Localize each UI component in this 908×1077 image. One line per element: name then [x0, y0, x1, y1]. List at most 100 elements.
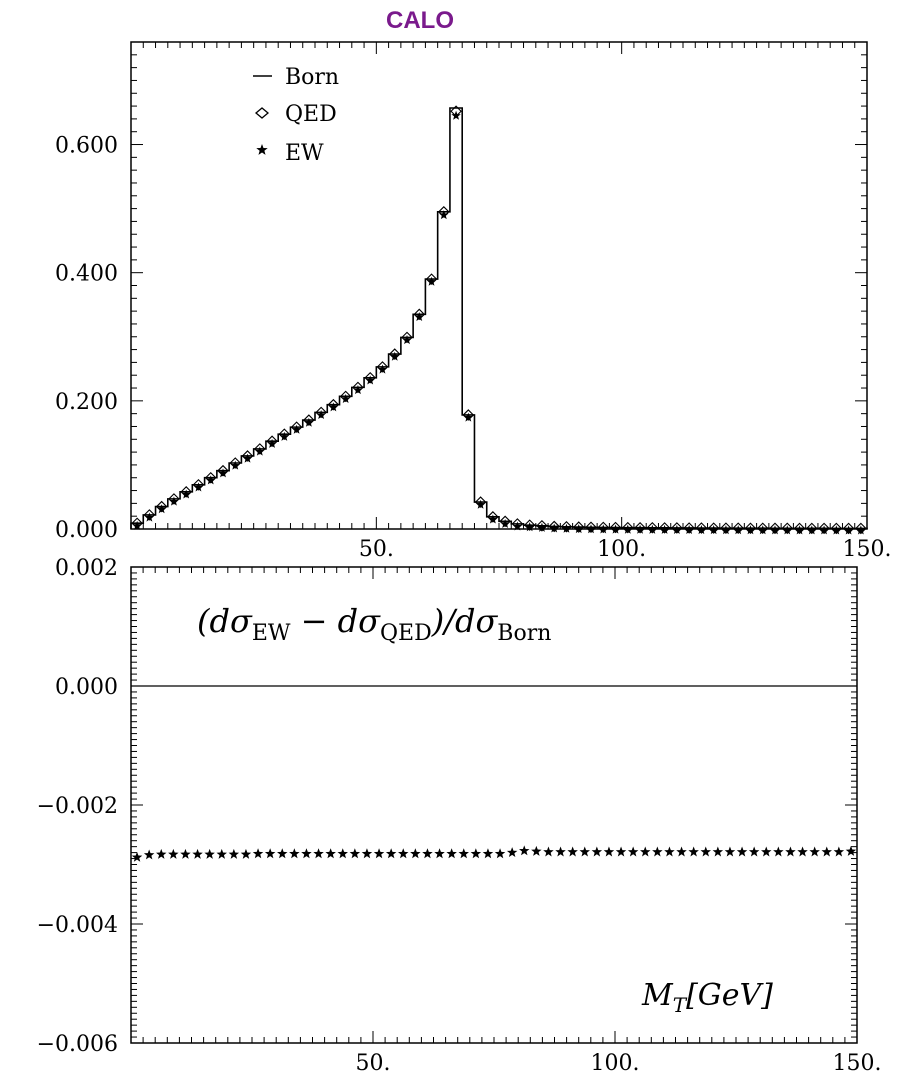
- ew-marker: [537, 522, 547, 532]
- ew-marker: [255, 446, 265, 456]
- top-x-tick-label: 150.: [843, 537, 892, 562]
- ew-marker: [156, 504, 167, 514]
- ratio-star-marker: [809, 846, 820, 857]
- ew-marker: [389, 351, 400, 361]
- ratio-star-marker: [301, 848, 312, 859]
- ratio-star-marker: [833, 846, 845, 857]
- ratio-star-marker: [797, 846, 808, 857]
- ratio-star-marker: [216, 848, 227, 859]
- ratio-star-marker: [736, 846, 748, 857]
- top-markers: [131, 105, 867, 535]
- ew-marker: [696, 525, 707, 535]
- ew-marker: [549, 523, 559, 533]
- ew-marker: [819, 525, 829, 535]
- ew-marker: [439, 210, 449, 220]
- ratio-star-marker: [724, 846, 736, 857]
- legend-qed-label: QED: [285, 102, 337, 127]
- ew-marker: [856, 525, 866, 535]
- ratio-star-marker: [773, 846, 784, 857]
- ew-marker: [181, 489, 191, 499]
- ew-marker: [426, 276, 437, 286]
- ew-marker: [733, 525, 743, 535]
- ratio-star-marker: [785, 846, 796, 857]
- ew-marker: [132, 520, 142, 530]
- legend-born-label: Born: [285, 65, 339, 90]
- ratio-star-marker: [845, 845, 857, 856]
- ratio-star-marker: [458, 848, 469, 859]
- ratio-star-marker: [700, 846, 711, 857]
- ratio-star-marker: [143, 849, 155, 860]
- legend: Born QED EW: [253, 65, 339, 166]
- ratio-star-marker: [579, 846, 590, 857]
- ew-marker: [745, 525, 756, 535]
- ew-marker: [672, 524, 682, 534]
- ratio-star-marker: [131, 851, 143, 862]
- ew-marker: [782, 525, 793, 535]
- ew-marker: [218, 468, 228, 478]
- ew-marker: [757, 525, 768, 535]
- ratio-star-marker: [506, 847, 518, 858]
- legend-qed-diamond-icon: [254, 107, 270, 119]
- ratio-star-marker: [398, 848, 409, 859]
- series-born-histogram: [130, 107, 868, 530]
- ew-marker: [623, 524, 633, 534]
- ratio-star-marker: [313, 848, 324, 859]
- ew-marker: [831, 525, 842, 535]
- legend-ew-star-icon: [256, 144, 268, 155]
- ratio-star-marker: [664, 846, 675, 857]
- figure-title: CALO: [386, 7, 454, 34]
- ew-marker: [353, 385, 363, 395]
- ratio-star-marker: [337, 848, 348, 859]
- ratio-star-marker: [180, 848, 191, 859]
- ratio-star-marker: [192, 848, 203, 859]
- ratio-star-marker: [567, 846, 578, 857]
- ew-marker: [414, 311, 425, 322]
- ew-marker: [377, 364, 388, 374]
- ratio-star-marker: [640, 846, 651, 857]
- bottom-y-tick-labels: 0.002 0.000 −0.002 −0.004 −0.006: [37, 556, 118, 1057]
- ew-marker: [500, 518, 510, 528]
- ew-marker: [451, 110, 461, 120]
- bottom-y-tick-label: −0.004: [37, 913, 118, 938]
- ew-marker: [659, 524, 670, 534]
- ew-marker: [524, 522, 535, 532]
- ratio-star-marker: [627, 846, 639, 857]
- ew-marker: [328, 402, 339, 412]
- ratio-star-marker: [543, 846, 554, 857]
- ew-marker: [205, 475, 216, 485]
- bottom-x-tick-label: 150.: [833, 1051, 882, 1076]
- ratio-star-marker: [422, 848, 433, 859]
- ew-marker: [267, 438, 277, 448]
- ratio-star-marker: [748, 846, 760, 857]
- ew-marker: [586, 524, 596, 534]
- ew-marker: [242, 453, 253, 463]
- ew-marker: [193, 482, 204, 492]
- ratio-star-marker: [494, 848, 506, 859]
- bottom-ticks: [130, 566, 858, 1044]
- ratio-star-marker: [240, 848, 252, 859]
- ew-marker: [573, 524, 584, 534]
- ew-marker: [475, 499, 486, 509]
- bottom-x-tick-label: 50.: [356, 1051, 391, 1076]
- ew-marker: [794, 525, 805, 535]
- ratio-star-marker: [821, 846, 832, 857]
- bottom-y-tick-label: −0.002: [37, 794, 118, 819]
- ratio-star-marker: [252, 848, 264, 859]
- ew-marker: [291, 424, 302, 434]
- ratio-star-marker: [349, 848, 361, 859]
- ratio-star-marker: [204, 848, 215, 859]
- top-y-tick-label: 0.200: [55, 390, 118, 415]
- ratio-star-marker: [277, 848, 288, 859]
- ew-marker: [512, 521, 523, 531]
- bottom-x-tick-label: 100.: [591, 1051, 640, 1076]
- ew-marker: [144, 512, 155, 522]
- ew-marker: [279, 431, 290, 441]
- ew-marker: [488, 514, 498, 524]
- ew-marker: [708, 525, 719, 535]
- ratio-star-marker: [555, 846, 566, 857]
- ew-marker: [340, 394, 351, 404]
- ew-marker: [463, 412, 474, 422]
- ratio-star-marker: [361, 848, 373, 859]
- ratio-star-marker: [615, 846, 627, 857]
